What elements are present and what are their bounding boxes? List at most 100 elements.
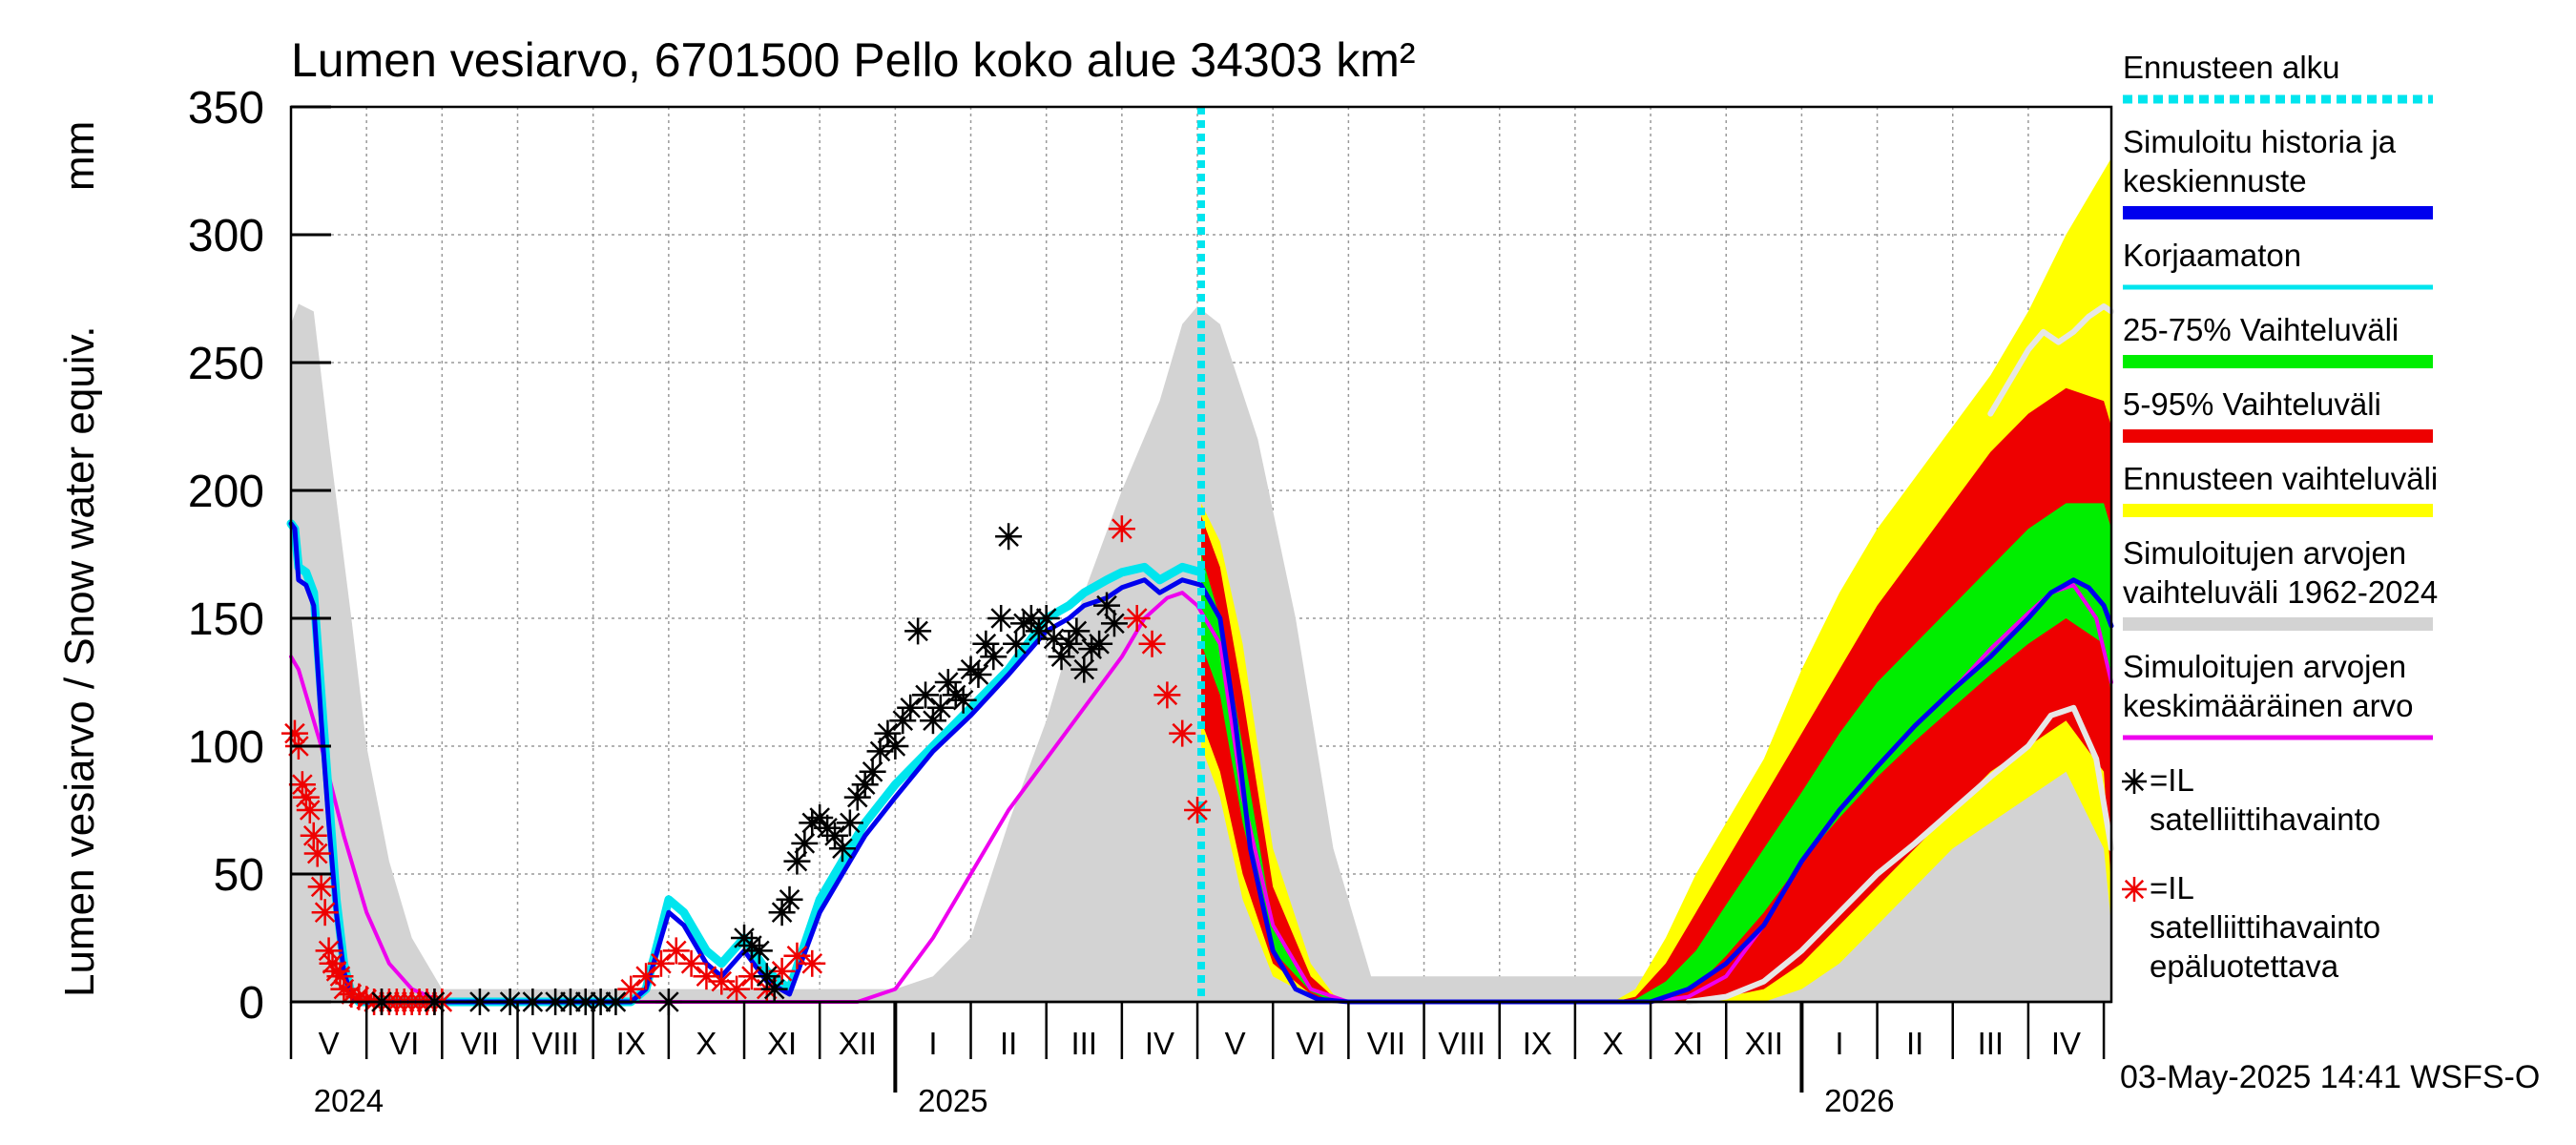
y-tick-label: 50 [214, 850, 264, 901]
sat-obs-point [926, 694, 954, 721]
sat-obs-point [821, 822, 849, 849]
x-month-label: II [1000, 1026, 1017, 1061]
y-tick-label: 0 [239, 978, 264, 1029]
sat-obs-point [1009, 610, 1037, 637]
legend: Ennusteen alku Simuloitu historia ja keski… [2122, 50, 2438, 984]
sat-obs-point [791, 829, 819, 857]
sat-obs-point [1063, 617, 1091, 645]
legend-label: 5-95% Vaihteluväli [2123, 386, 2381, 422]
x-month-label: VII [1367, 1026, 1405, 1061]
sat-obs-point [889, 707, 917, 735]
legend-label: 25-75% Vaihteluväli [2123, 312, 2399, 347]
sat-obs-point [768, 899, 796, 926]
x-month-label: IV [1145, 1026, 1174, 1061]
legend-star-icon [2122, 877, 2147, 902]
sat-unreliable-point [723, 975, 751, 1003]
x-month-label: V [1225, 1026, 1246, 1061]
sat-unreliable-point [677, 949, 705, 977]
sat-obs-point [949, 686, 977, 714]
legend-item: 5-95% Vaihteluväli [2123, 386, 2433, 443]
sat-obs-point [836, 809, 863, 837]
x-month-label: X [1602, 1026, 1623, 1061]
sat-obs-point [843, 783, 871, 811]
x-month-label: I [1835, 1026, 1843, 1061]
sat-obs-point [972, 630, 1000, 657]
sat-unreliable-point [1108, 515, 1135, 543]
band-5-95 [1201, 387, 2111, 1002]
sat-obs-point [980, 643, 1008, 671]
sat-obs-point [965, 660, 992, 688]
x-year-label: 2026 [1824, 1083, 1894, 1118]
hist-max-line [1987, 303, 2114, 417]
legend-label: keskiennuste [2123, 163, 2307, 198]
x-month-label: III [1071, 1026, 1098, 1061]
sat-obs-point [1100, 610, 1128, 637]
sat-obs-point [737, 932, 765, 960]
sat-obs-point [995, 523, 1023, 551]
sat-obs-point [987, 605, 1015, 632]
legend-label: Simuloitujen arvojen [2123, 535, 2406, 571]
y-tick-label: 350 [188, 83, 264, 134]
sat-obs-point [851, 771, 879, 799]
x-year-label: 2024 [314, 1083, 384, 1118]
sat-obs-point [882, 733, 909, 760]
legend-label: Ennusteen vaihteluväli [2123, 461, 2438, 496]
y-axis-unit: mm [56, 121, 103, 191]
legend-item: =IL satelliittihavainto [2122, 762, 2380, 837]
sat-obs-point [1032, 605, 1060, 632]
x-month-label: IX [1523, 1026, 1552, 1061]
sat-obs-point [745, 937, 773, 965]
x-month-label: X [696, 1026, 717, 1061]
sat-unreliable-point [1153, 681, 1181, 709]
sat-obs-point [859, 758, 886, 785]
sat-unreliable-point [296, 797, 323, 823]
sat-unreliable-point [617, 975, 645, 1003]
legend-item: Ennusteen vaihteluväli [2123, 461, 2438, 517]
sat-unreliable-point [311, 899, 339, 926]
sat-obs-point [942, 681, 969, 709]
sat-obs-point [753, 963, 780, 990]
x-month-label: XII [1745, 1026, 1783, 1061]
sat-unreliable-point [303, 840, 331, 867]
legend-star-icon [2122, 769, 2147, 794]
sat-obs-point [1078, 635, 1106, 663]
y-axis-label: Lumen vesiarvo / Snow water equiv. [56, 325, 103, 997]
legend-item: Korjaamaton [2123, 238, 2433, 290]
sat-obs-point [1086, 630, 1113, 657]
legend-item: Ennusteen alku [2123, 50, 2433, 104]
legend-item: 25-75% Vaihteluväli [2123, 312, 2433, 368]
sat-unreliable-point [799, 949, 826, 977]
x-month-label: IV [2051, 1026, 2081, 1061]
legend-label: =IL [2150, 870, 2194, 906]
x-month-label: VII [461, 1026, 499, 1061]
legend-label: satelliittihavainto [2150, 909, 2380, 945]
y-tick-label: 300 [188, 211, 264, 261]
sat-obs-point [806, 804, 834, 832]
sat-unreliable-point [1138, 630, 1166, 657]
x-year-label: 2025 [918, 1083, 987, 1118]
y-tick-label: 250 [188, 339, 264, 389]
sat-obs-point [776, 885, 803, 913]
sat-obs-point [874, 719, 902, 747]
x-month-label: V [319, 1026, 340, 1061]
bands [291, 157, 2111, 1003]
sat-unreliable-point [1169, 719, 1196, 747]
sat-obs-point [957, 656, 985, 683]
sat-obs-point [1048, 643, 1075, 671]
legend-label: Ennusteen alku [2123, 50, 2340, 85]
hist-min-line [1685, 704, 2114, 1005]
sat-obs-point [828, 835, 856, 863]
sat-unreliable-point [1123, 605, 1151, 632]
legend-label: keskimääräinen arvo [2123, 688, 2413, 723]
legend-label: Simuloitujen arvojen [2123, 649, 2406, 684]
sat-unreliable-point [633, 963, 660, 990]
legend-label: satelliittihavainto [2150, 802, 2380, 837]
sat-unreliable-point [1184, 797, 1212, 823]
sat-obs-point [897, 694, 924, 721]
sat-unreliable-point [307, 873, 335, 901]
sat-unreliable-point [315, 937, 343, 965]
chart-title: Lumen vesiarvo, 6701500 Pello koko alue … [291, 33, 1416, 87]
sat-obs-point [760, 975, 788, 1003]
